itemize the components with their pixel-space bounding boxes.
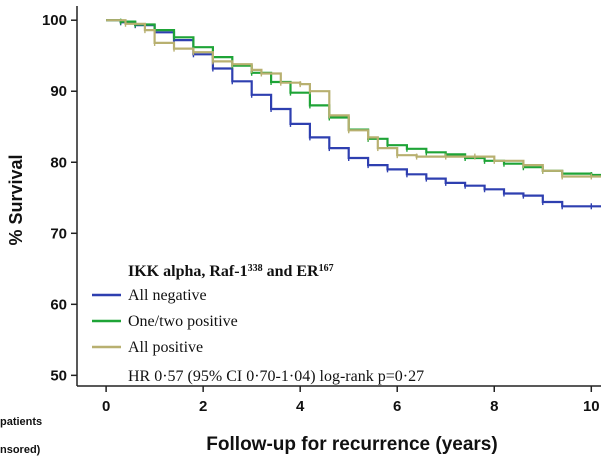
x-tick-label: 4: [296, 398, 305, 415]
legend-items: All negative One/two positive All positive: [92, 287, 238, 356]
series-line-2: [106, 19, 601, 177]
legend-entry-label: All positive: [128, 339, 203, 356]
y-axis-title: % Survival: [6, 154, 26, 245]
y-tick-label: 50: [50, 367, 67, 384]
legend-title-sup1: 338: [248, 263, 263, 274]
x-axis-title: Follow-up for recurrence (years): [206, 434, 497, 455]
y-ticks: 50 60 70 80 90 100: [42, 12, 77, 384]
x-tick-label: 10: [583, 398, 600, 415]
legend-title-mid: and ER: [263, 263, 319, 280]
side-note-line1: patients: [0, 416, 42, 428]
x-tick-label: 2: [199, 398, 207, 415]
x-tick-label: 6: [393, 398, 401, 415]
legend-title-main: IKK alpha, Raf-1: [128, 263, 248, 280]
series-line-3: [106, 19, 601, 178]
axes: 0 2 4 6 8 10 50 60 70 80 90 100: [42, 6, 601, 415]
legend: IKK alpha, Raf-1338 and ER167 All negati…: [92, 263, 424, 385]
x-tick-label: 8: [490, 398, 498, 415]
y-tick-label: 70: [50, 225, 67, 242]
series-layer: [106, 18, 601, 210]
legend-entry-label: All negative: [128, 287, 207, 304]
side-note-line2: nsored): [0, 444, 41, 456]
y-tick-label: 90: [50, 83, 67, 100]
x-ticks: 0 2 4 6 8 10: [102, 386, 600, 415]
y-tick-label: 80: [50, 154, 67, 171]
legend-entry-label: One/two positive: [128, 313, 238, 330]
legend-title: IKK alpha, Raf-1338 and ER167: [128, 263, 334, 281]
x-tick-label: 0: [102, 398, 110, 415]
y-tick-label: 100: [42, 12, 67, 29]
y-tick-label: 60: [50, 296, 67, 313]
legend-note: HR 0·57 (95% CI 0·70-1·04) log-rank p=0·…: [128, 368, 424, 385]
legend-title-sup2: 167: [319, 263, 334, 274]
